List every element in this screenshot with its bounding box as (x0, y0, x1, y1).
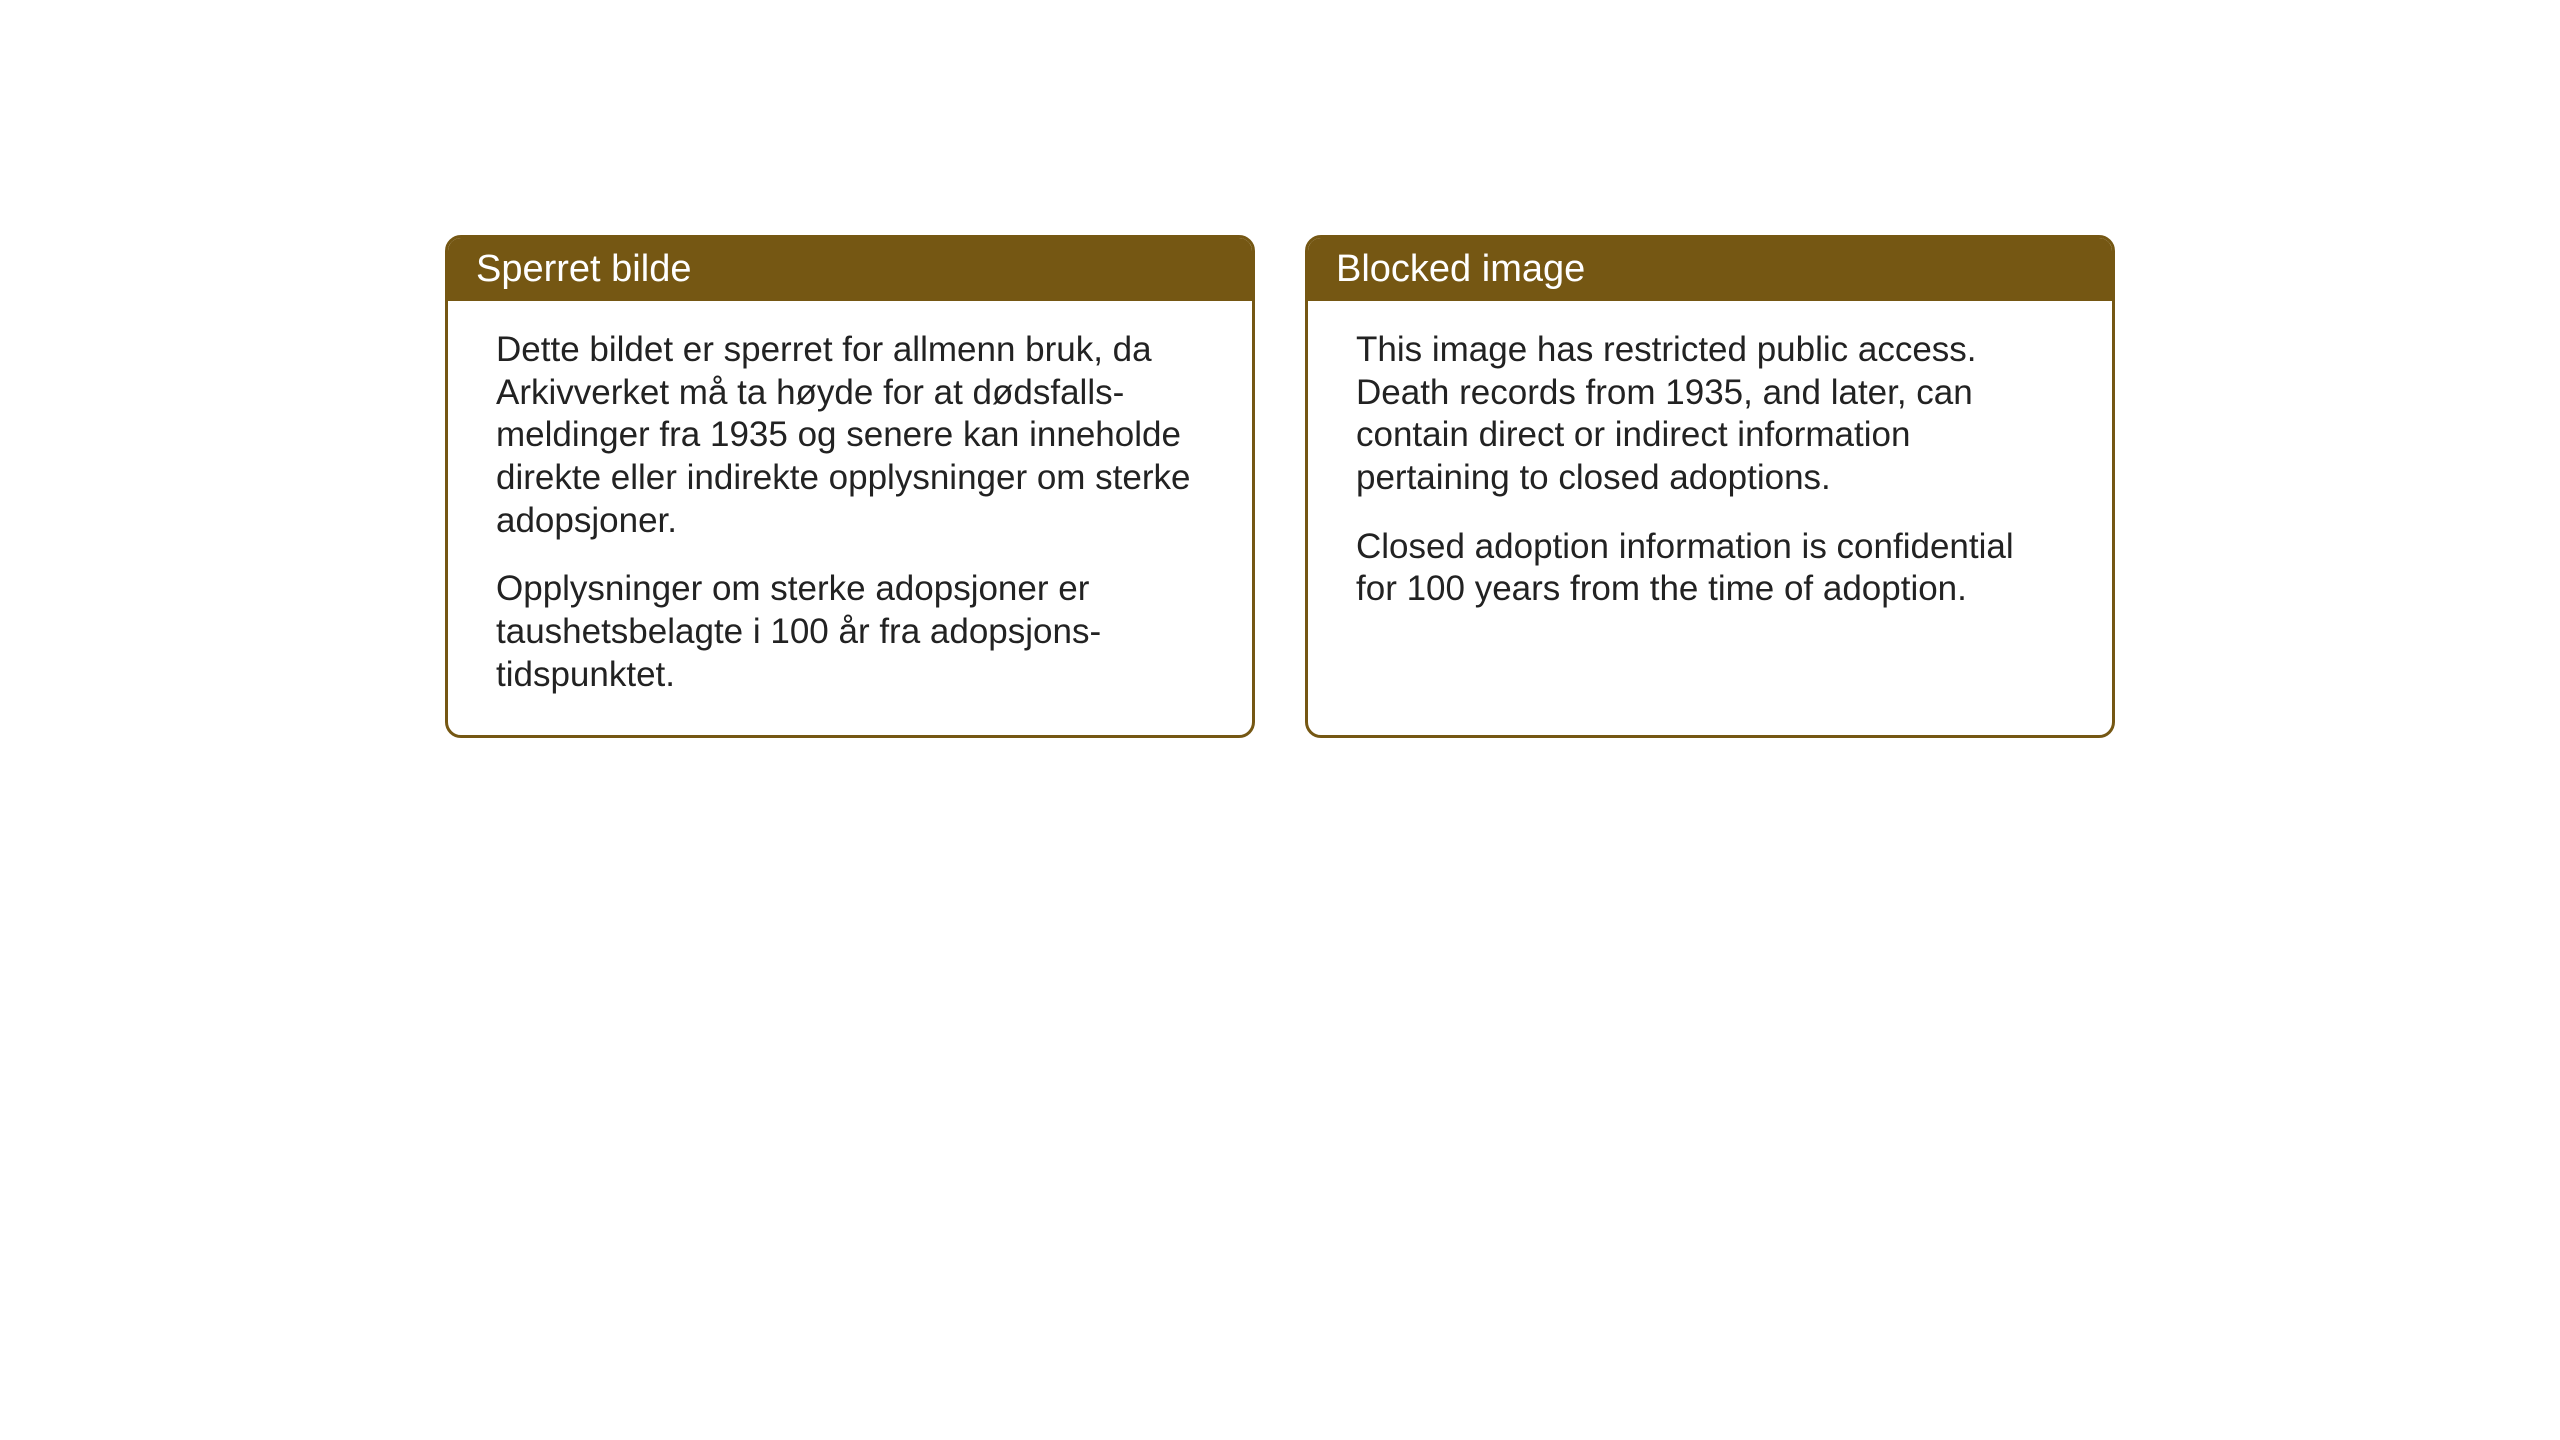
notice-header-norwegian: Sperret bilde (448, 238, 1252, 301)
notice-body-english: This image has restricted public access.… (1308, 301, 2112, 649)
notice-box-norwegian: Sperret bilde Dette bildet er sperret fo… (445, 235, 1255, 738)
notice-box-english: Blocked image This image has restricted … (1305, 235, 2115, 738)
notice-paragraph: Dette bildet er sperret for allmenn bruk… (496, 329, 1204, 542)
notice-container: Sperret bilde Dette bildet er sperret fo… (445, 235, 2115, 738)
notice-header-english: Blocked image (1308, 238, 2112, 301)
notice-paragraph: Opplysninger om sterke adopsjoner er tau… (496, 568, 1204, 696)
notice-body-norwegian: Dette bildet er sperret for allmenn bruk… (448, 301, 1252, 735)
notice-paragraph: This image has restricted public access.… (1356, 329, 2064, 500)
notice-paragraph: Closed adoption information is confident… (1356, 526, 2064, 611)
